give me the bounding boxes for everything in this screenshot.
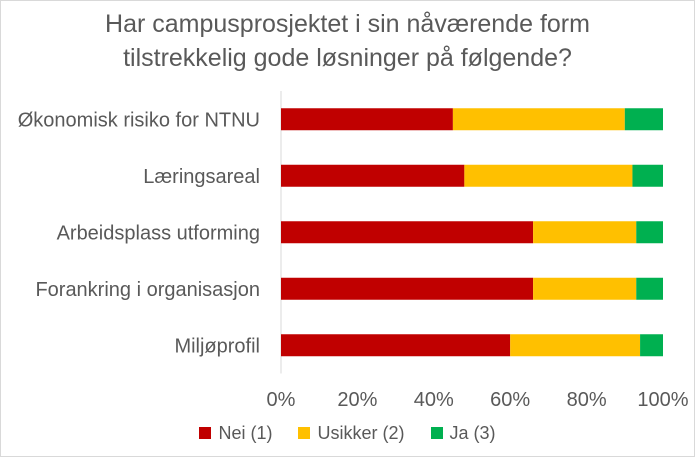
plot-area: Økonomisk risiko for NTNU Læringsareal Arb… <box>18 91 689 411</box>
legend-label-nei: Nei (1) <box>218 423 273 443</box>
legend-swatch-ja <box>430 427 443 439</box>
bar-segment-ja <box>636 277 663 300</box>
category-label: Miljøprofil <box>174 335 260 357</box>
x-tick-label: 80% <box>567 389 607 411</box>
legend-swatch-usikker <box>298 427 311 439</box>
bar-segment-ja <box>632 164 663 187</box>
chart-title-line-2: tilstrekkelig gode løsninger på følgende… <box>123 44 572 72</box>
bar-segment-ja <box>640 334 663 357</box>
legend-label-usikker: Usikker (2) <box>317 423 405 443</box>
bar-segment-usikker <box>533 221 637 244</box>
category-label: Arbeidsplass utforming <box>57 222 260 244</box>
legend: Nei (1) Usikker (2) Ja (3) <box>1 421 694 445</box>
bar-segment-usikker <box>510 334 641 357</box>
bar-segment-ja <box>636 221 663 244</box>
bar-segment-nei <box>281 334 511 357</box>
bar-segment-nei <box>281 164 465 187</box>
x-tick-label: 0% <box>267 389 296 411</box>
legend-item-ja: Ja (3) <box>430 421 496 445</box>
legend-label-ja: Ja (3) <box>449 423 496 443</box>
bar-segment-nei <box>281 108 453 131</box>
x-tick-label: 20% <box>337 389 377 411</box>
x-tick-label: 40% <box>414 389 454 411</box>
bar-segment-nei <box>281 221 534 244</box>
bar-segment-ja <box>624 108 663 131</box>
category-label: Økonomisk risiko for NTNU <box>18 109 260 131</box>
category-label: Forankring i organisasjon <box>35 279 260 301</box>
chart-title: Har campusprosjektet i sin nåværende for… <box>1 7 694 75</box>
bar-segment-nei <box>281 277 534 300</box>
chart-title-line-1: Har campusprosjektet i sin nåværende for… <box>105 10 590 38</box>
x-tick-label: 100% <box>637 389 688 411</box>
category-label: Læringsareal <box>143 166 260 188</box>
bar-segment-usikker <box>533 277 637 300</box>
legend-item-nei: Nei (1) <box>199 421 272 445</box>
x-tick-label: 60% <box>490 389 530 411</box>
bar-segment-usikker <box>464 164 633 187</box>
legend-swatch-nei <box>199 427 212 439</box>
legend-item-usikker: Usikker (2) <box>298 421 405 445</box>
bar-segment-usikker <box>452 108 625 131</box>
